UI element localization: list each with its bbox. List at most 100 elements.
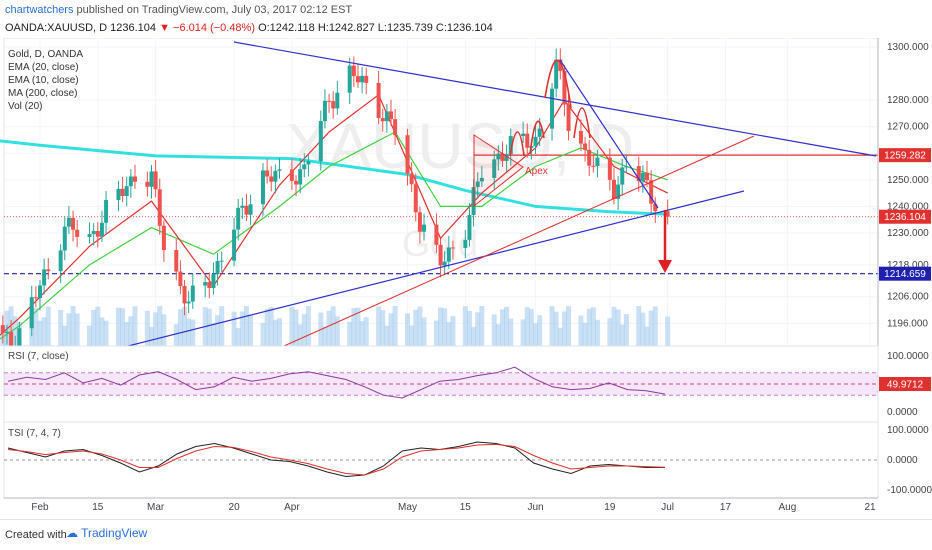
volume-bar — [120, 308, 126, 346]
head-shoulders-arcs — [509, 59, 591, 157]
volume-bar — [347, 321, 353, 346]
author-link[interactable]: chartwatchers — [5, 4, 74, 16]
candle-body — [236, 207, 241, 230]
price-candles — [0, 48, 670, 358]
candle-body — [467, 215, 472, 240]
volume-bar — [103, 320, 109, 346]
lower-blue-trendline — [119, 190, 745, 349]
target-arrow-icon — [658, 260, 672, 273]
horizontal-lines — [4, 154, 878, 275]
candle-body — [132, 176, 137, 182]
candle-body — [46, 269, 51, 272]
candle-body — [347, 65, 352, 93]
volume-bar — [450, 316, 456, 346]
volume-bar — [334, 316, 340, 346]
candle-body — [640, 172, 645, 182]
tradingview-logo-icon[interactable]: ☁ TradingView — [66, 526, 148, 540]
volume-bar — [33, 307, 39, 346]
candle-body — [665, 211, 670, 217]
candle-body — [380, 118, 385, 122]
candle-body — [438, 244, 443, 266]
publish-line: chartwatchers published on TradingView.c… — [5, 4, 352, 16]
candle-body — [207, 282, 212, 289]
candle-body — [388, 111, 393, 120]
candle-body — [636, 166, 641, 182]
volume-bar — [264, 308, 270, 346]
volume-bar — [219, 306, 225, 346]
volume-bar — [277, 318, 283, 346]
volume-bar — [235, 327, 241, 346]
price-tick-label: 1206.000 — [887, 292, 929, 303]
volume-bar — [231, 311, 237, 346]
candle-body — [128, 176, 133, 187]
volume-bar — [177, 309, 183, 346]
candle-body — [91, 231, 96, 235]
legend-item: Vol (20) — [8, 101, 42, 112]
volume-bar — [561, 311, 567, 346]
candle-body — [9, 331, 14, 347]
volume-bar — [619, 324, 625, 346]
candle-body — [537, 128, 542, 137]
volume-bar — [153, 312, 159, 346]
published-text: published on TradingView.com, July 03, 2… — [76, 4, 353, 16]
close-value: C:1236.104 — [435, 22, 493, 34]
volume-bar — [41, 317, 47, 346]
volume-bar — [91, 310, 97, 346]
candle-body — [322, 100, 327, 122]
volume-bar — [124, 321, 130, 346]
candle-body — [442, 261, 447, 266]
time-tick-label: Aug — [779, 502, 797, 513]
candle-body — [508, 136, 513, 155]
candle-body — [364, 75, 369, 83]
volume-bar — [37, 320, 43, 346]
candle-body — [578, 130, 583, 144]
volume-bar — [186, 318, 192, 346]
candle-body — [496, 153, 501, 160]
volume-bar — [45, 306, 51, 346]
time-tick-label: Mar — [147, 502, 165, 513]
volume-bar — [12, 316, 18, 346]
candle-body — [620, 167, 625, 185]
candle-body — [413, 184, 418, 213]
rsi-title: RSI (7, close) — [8, 351, 69, 362]
volume-bar — [297, 324, 303, 346]
last-price: 1236.104 — [110, 22, 157, 34]
tsi-tick-zero: 0.0000 — [887, 455, 918, 466]
volume-bar — [495, 324, 501, 346]
candle-body — [75, 229, 80, 237]
volume-bar — [132, 306, 138, 346]
price-tick-label: 1280.000 — [887, 95, 929, 106]
candle-body — [161, 225, 166, 251]
price-tag-label: 1259.282 — [884, 151, 926, 162]
candle-body — [607, 157, 612, 180]
volume-bar — [586, 308, 592, 346]
tsi-tick-100: 100.0000 — [887, 425, 929, 436]
price-tick-label: 1270.000 — [887, 122, 929, 133]
candle-body — [479, 177, 484, 182]
volume-bar — [623, 314, 629, 346]
volume-bar — [58, 310, 64, 346]
candle-body — [17, 328, 22, 347]
volume-bar — [144, 310, 150, 346]
candle-body — [87, 234, 92, 237]
price-axis[interactable]: 1196.000 1206.000 1218.000 1230.000 1240.000… — [877, 38, 932, 498]
volume-bar — [471, 326, 477, 346]
tradingview-brand: TradingView — [81, 526, 148, 540]
candle-body — [525, 133, 530, 148]
legend-item: Gold, D, OANDA — [8, 49, 83, 60]
time-axis[interactable]: Feb 15 Mar 20 Apr May 15 Jun 19 Jul 17 Aug 21 — [4, 497, 878, 513]
candle-body — [500, 153, 505, 161]
candle-body — [203, 282, 208, 286]
candle-body — [182, 285, 187, 304]
tsi-pane[interactable]: TSI (7, 4, 7) 100.0000 0.0000 -100.0000 — [3, 421, 932, 499]
volume-bar — [380, 310, 386, 346]
volume-bar — [182, 306, 188, 346]
volume-bar — [508, 318, 514, 346]
volume-bar — [417, 306, 423, 346]
volume-bar — [533, 323, 539, 346]
tsi-line — [7, 441, 665, 478]
candle-body — [277, 169, 282, 171]
volume-bar — [392, 306, 398, 346]
rsi-pane[interactable]: RSI (7, close) 100.0000 0.0000 49.9712 — [3, 345, 931, 423]
